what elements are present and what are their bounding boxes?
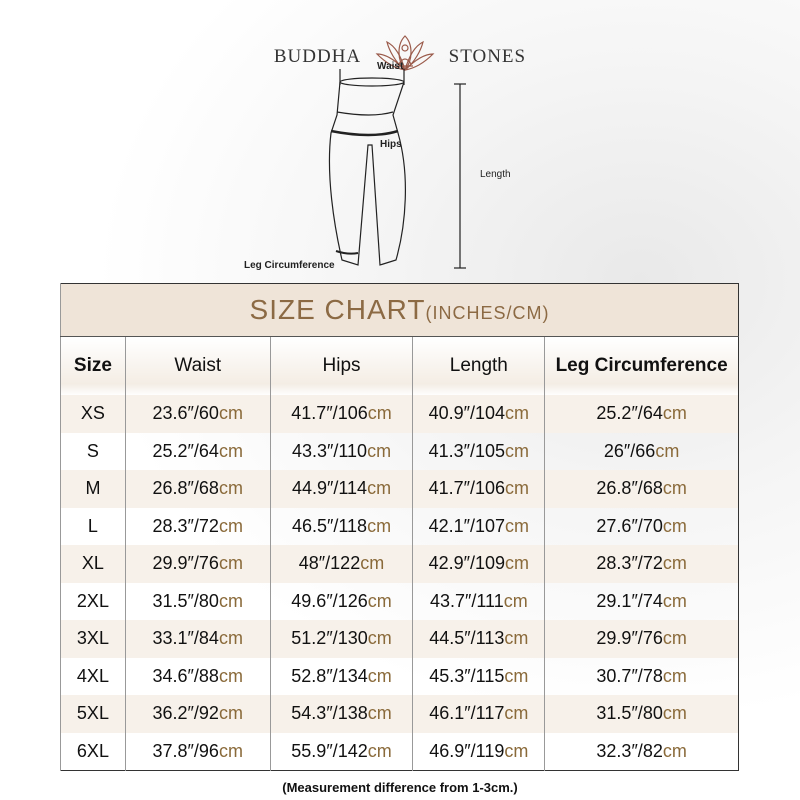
measurement-cell: 34.6″/88cm xyxy=(124,657,271,695)
measurement-cell: 43.3″/110cm xyxy=(269,432,413,470)
measurement-cell: 27.6″/70cm xyxy=(544,507,739,545)
table-row: 6XL 37.8″/96cm 55.9″/142cm 46.9″/119cm 32.3″… xyxy=(60,732,739,771)
measurement-cell: 25.2″/64cm xyxy=(544,395,739,433)
measurement-cell: 33.1″/84cm xyxy=(124,620,271,658)
size-cell: 2XL xyxy=(60,582,126,620)
measurement-cell: 46.9″/119cm xyxy=(412,732,545,771)
brand-logo: BUDDHA STONES xyxy=(0,32,800,82)
measurement-cell: 31.5″/80cm xyxy=(124,582,271,620)
measurement-cell: 46.5″/118cm xyxy=(269,507,413,545)
brand-right: STONES xyxy=(448,46,527,67)
pants-diagram: Waist Hips Length Leg Circumference xyxy=(230,55,550,285)
size-cell: 4XL xyxy=(60,657,126,695)
table-row: M 26.8″/68cm 44.9″/114cm 41.7″/106cm 26.8″/6… xyxy=(60,470,739,508)
column-header: Hips xyxy=(269,336,413,395)
lotus-meditation-icon xyxy=(367,32,443,82)
measurement-cell: 36.2″/92cm xyxy=(124,695,271,733)
measurement-cell: 41.3″/105cm xyxy=(412,432,545,470)
measurement-cell: 25.2″/64cm xyxy=(124,432,271,470)
table-title: SIZE CHART(INCHES/CM) xyxy=(60,283,739,337)
measurement-cell: 31.5″/80cm xyxy=(544,695,739,733)
size-cell: 5XL xyxy=(60,695,126,733)
measurement-cell: 54.3″/138cm xyxy=(269,695,413,733)
measurement-cell: 26″/66cm xyxy=(544,432,739,470)
measurement-cell: 29.9″/76cm xyxy=(124,545,271,583)
table-row: 3XL 33.1″/84cm 51.2″/130cm 44.5″/113cm 29.9″… xyxy=(60,620,739,658)
measurement-cell: 44.9″/114cm xyxy=(269,470,413,508)
measurement-cell: 42.1″/107cm xyxy=(412,507,545,545)
measurement-cell: 28.3″/72cm xyxy=(544,545,739,583)
column-header: Leg Circumference xyxy=(544,336,739,395)
measurement-cell: 44.5″/113cm xyxy=(412,620,545,658)
table-row: S 25.2″/64cm 43.3″/110cm 41.3″/105cm 26″/66c… xyxy=(60,432,739,470)
measurement-cell: 29.1″/74cm xyxy=(544,582,739,620)
measurement-cell: 42.9″/109cm xyxy=(412,545,545,583)
measurement-cell: 43.7″/111cm xyxy=(412,582,545,620)
measurement-cell: 51.2″/130cm xyxy=(269,620,413,658)
measurement-cell: 26.8″/68cm xyxy=(544,470,739,508)
measurement-cell: 41.7″/106cm xyxy=(269,395,413,433)
length-label: Length xyxy=(480,169,511,180)
size-cell: S xyxy=(60,432,126,470)
table-row: XL 29.9″/76cm 48″/122cm 42.9″/109cm 28.3″/72… xyxy=(60,545,739,583)
size-cell: XL xyxy=(60,545,126,583)
measurement-note: (Measurement difference from 1-3cm.) xyxy=(282,780,518,795)
column-header: Length xyxy=(412,336,545,395)
leg-circumference-label: Leg Circumference xyxy=(244,260,335,271)
measurement-cell: 46.1″/117cm xyxy=(412,695,545,733)
waist-label: Waist xyxy=(377,61,404,72)
table-row: 5XL 36.2″/92cm 54.3″/138cm 46.1″/117cm 31.5″… xyxy=(60,695,739,733)
column-header: Size xyxy=(60,336,126,395)
measurement-cell: 28.3″/72cm xyxy=(124,507,271,545)
size-cell: 3XL xyxy=(60,620,126,658)
measurement-cell: 30.7″/78cm xyxy=(544,657,739,695)
brand-left: BUDDHA xyxy=(273,46,362,67)
size-cell: L xyxy=(60,507,126,545)
table-row: XS 23.6″/60cm 41.7″/106cm 40.9″/104cm 25.2″/… xyxy=(60,395,739,433)
measurement-cell: 48″/122cm xyxy=(269,545,413,583)
measurement-cell: 45.3″/115cm xyxy=(412,657,545,695)
size-chart-table: SIZE CHART(INCHES/CM) Size Waist Hips Lengt… xyxy=(60,283,739,771)
measurement-cell: 49.6″/126cm xyxy=(269,582,413,620)
measurement-cell: 32.3″/82cm xyxy=(544,732,739,771)
size-cell: XS xyxy=(60,395,126,433)
measurement-cell: 52.8″/134cm xyxy=(269,657,413,695)
measurement-cell: 40.9″/104cm xyxy=(412,395,545,433)
table-row: 2XL 31.5″/80cm 49.6″/126cm 43.7″/111cm 29.1″… xyxy=(60,582,739,620)
hips-label: Hips xyxy=(380,139,402,150)
table-row: 4XL 34.6″/88cm 52.8″/134cm 45.3″/115cm 30.7″… xyxy=(60,657,739,695)
measurement-cell: 37.8″/96cm xyxy=(124,732,271,771)
measurement-cell: 41.7″/106cm xyxy=(412,470,545,508)
column-header: Waist xyxy=(124,336,271,395)
measurement-cell: 23.6″/60cm xyxy=(124,395,271,433)
size-cell: 6XL xyxy=(60,732,126,771)
size-cell: M xyxy=(60,470,126,508)
measurement-cell: 55.9″/142cm xyxy=(269,732,413,771)
table-row: L 28.3″/72cm 46.5″/118cm 42.1″/107cm 27.6″/7… xyxy=(60,507,739,545)
measurement-cell: 26.8″/68cm xyxy=(124,470,271,508)
measurement-cell: 29.9″/76cm xyxy=(544,620,739,658)
